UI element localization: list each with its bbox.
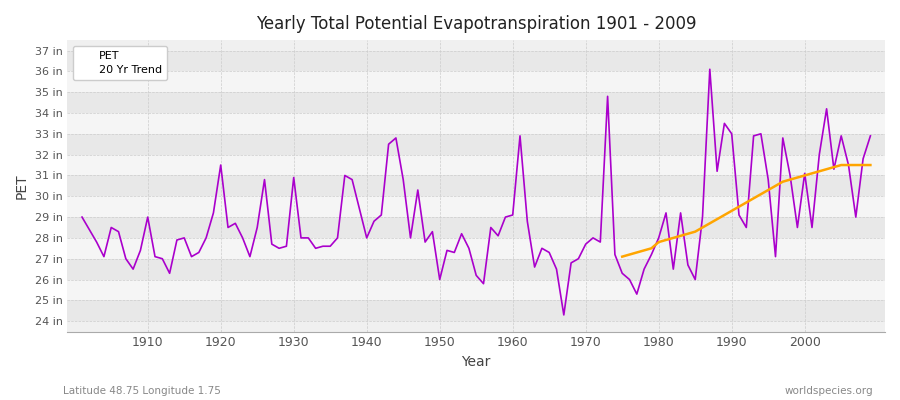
20 Yr Trend — [843, 163, 854, 168]
Bar — [68, 259, 885, 280]
Line: 20 Yr Trend: 20 Yr Trend — [622, 165, 870, 257]
20 Yr Trend — [668, 236, 679, 240]
PET — [508, 212, 518, 217]
PET — [339, 173, 350, 178]
20 Yr Trend — [821, 167, 832, 172]
20 Yr Trend — [639, 248, 650, 253]
20 Yr Trend — [726, 208, 737, 213]
Bar — [68, 176, 885, 196]
X-axis label: Year: Year — [462, 355, 490, 369]
20 Yr Trend — [624, 252, 634, 257]
20 Yr Trend — [653, 240, 664, 244]
Bar — [68, 50, 885, 71]
PET — [602, 94, 613, 99]
20 Yr Trend — [675, 234, 686, 238]
PET — [705, 67, 716, 72]
PET — [865, 134, 876, 138]
20 Yr Trend — [632, 250, 643, 255]
20 Yr Trend — [748, 196, 759, 201]
Text: Latitude 48.75 Longitude 1.75: Latitude 48.75 Longitude 1.75 — [63, 386, 220, 396]
20 Yr Trend — [734, 204, 744, 209]
20 Yr Trend — [865, 163, 876, 168]
20 Yr Trend — [770, 184, 781, 188]
20 Yr Trend — [705, 221, 716, 226]
20 Yr Trend — [836, 163, 847, 168]
20 Yr Trend — [829, 165, 840, 170]
20 Yr Trend — [719, 212, 730, 217]
Legend: PET, 20 Yr Trend: PET, 20 Yr Trend — [73, 46, 167, 80]
20 Yr Trend — [682, 231, 693, 236]
Bar — [68, 92, 885, 113]
Bar — [68, 113, 885, 134]
Bar — [68, 280, 885, 300]
20 Yr Trend — [806, 171, 817, 176]
20 Yr Trend — [799, 173, 810, 178]
Line: PET: PET — [82, 69, 870, 315]
Text: worldspecies.org: worldspecies.org — [785, 386, 873, 396]
Bar — [68, 196, 885, 217]
PET — [76, 215, 87, 220]
Bar — [68, 134, 885, 155]
20 Yr Trend — [814, 169, 824, 174]
Bar — [68, 71, 885, 92]
PET — [558, 312, 569, 317]
20 Yr Trend — [763, 188, 774, 192]
PET — [135, 248, 146, 253]
20 Yr Trend — [792, 175, 803, 180]
Bar — [68, 300, 885, 321]
20 Yr Trend — [712, 217, 723, 222]
20 Yr Trend — [850, 163, 861, 168]
20 Yr Trend — [741, 200, 751, 205]
20 Yr Trend — [858, 163, 868, 168]
20 Yr Trend — [755, 192, 766, 196]
20 Yr Trend — [698, 225, 708, 230]
20 Yr Trend — [778, 179, 788, 184]
20 Yr Trend — [646, 246, 657, 251]
20 Yr Trend — [689, 229, 700, 234]
Title: Yearly Total Potential Evapotranspiration 1901 - 2009: Yearly Total Potential Evapotranspiratio… — [256, 15, 697, 33]
Bar — [68, 155, 885, 176]
Y-axis label: PET: PET — [15, 173, 29, 199]
Bar — [68, 217, 885, 238]
Bar — [68, 238, 885, 259]
20 Yr Trend — [661, 238, 671, 242]
20 Yr Trend — [785, 177, 796, 182]
PET — [500, 215, 511, 220]
20 Yr Trend — [616, 254, 627, 259]
PET — [295, 236, 306, 240]
